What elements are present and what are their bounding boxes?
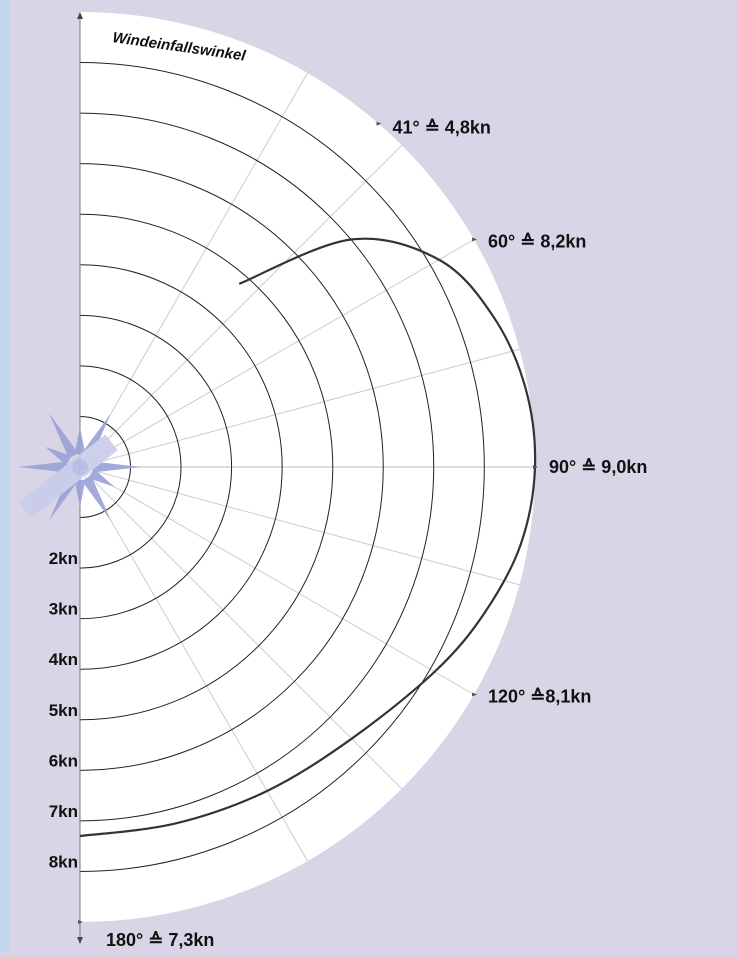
spokes [79, 72, 535, 862]
polar-curve [79, 237, 537, 838]
speed-ring [79, 365, 182, 569]
ring-label: 2kn [49, 549, 78, 568]
spoke-line [79, 466, 475, 695]
ring-label: 8kn [49, 852, 78, 871]
plot-layer: 41° ≙ 4,8kn 60° ≙ 8,2kn 90° ≙ 9,0kn 120° ≙8… [18, 12, 647, 950]
spoke-line [79, 144, 403, 468]
speed-ring [79, 314, 233, 620]
spoke-line [79, 466, 520, 586]
angle-label: 180° ≙ 7,3kn [106, 930, 214, 950]
compass-rose-icon [18, 413, 142, 521]
ring-label: 5kn [49, 701, 78, 720]
angle-label: 41° ≙ 4,8kn [393, 118, 491, 138]
left-border-strip [0, 0, 10, 952]
speed-ring [79, 62, 485, 872]
speed-ring [79, 163, 384, 771]
angle-tick [472, 237, 478, 242]
compass-center [72, 459, 88, 475]
angle-label: 60° ≙ 8,2kn [488, 232, 586, 252]
axis-arrow-top [77, 12, 83, 19]
ring-label: 6kn [49, 751, 78, 770]
angle-tick [376, 121, 382, 126]
speed-ring [79, 112, 435, 822]
speed-ring [79, 213, 334, 721]
spoke-line [79, 466, 403, 790]
speed-ring [79, 264, 283, 670]
axis-arrow-bottom [77, 937, 83, 944]
spoke-line [79, 72, 308, 468]
angle-tick [472, 692, 478, 697]
ring-label: 4kn [49, 650, 78, 669]
compass-petals [18, 413, 142, 521]
angle-tick [533, 465, 538, 469]
ring-label: 3kn [49, 600, 78, 619]
speed-rings [79, 62, 485, 872]
angle-label: 120° ≙8,1kn [488, 687, 591, 707]
angle-label: 90° ≙ 9,0kn [549, 457, 647, 477]
compass-needle [18, 434, 118, 518]
ring-label: 7kn [49, 802, 78, 821]
spoke-line [79, 348, 520, 468]
spoke-line [79, 239, 475, 468]
spoke-line [79, 466, 308, 862]
angle-tick [78, 920, 83, 924]
